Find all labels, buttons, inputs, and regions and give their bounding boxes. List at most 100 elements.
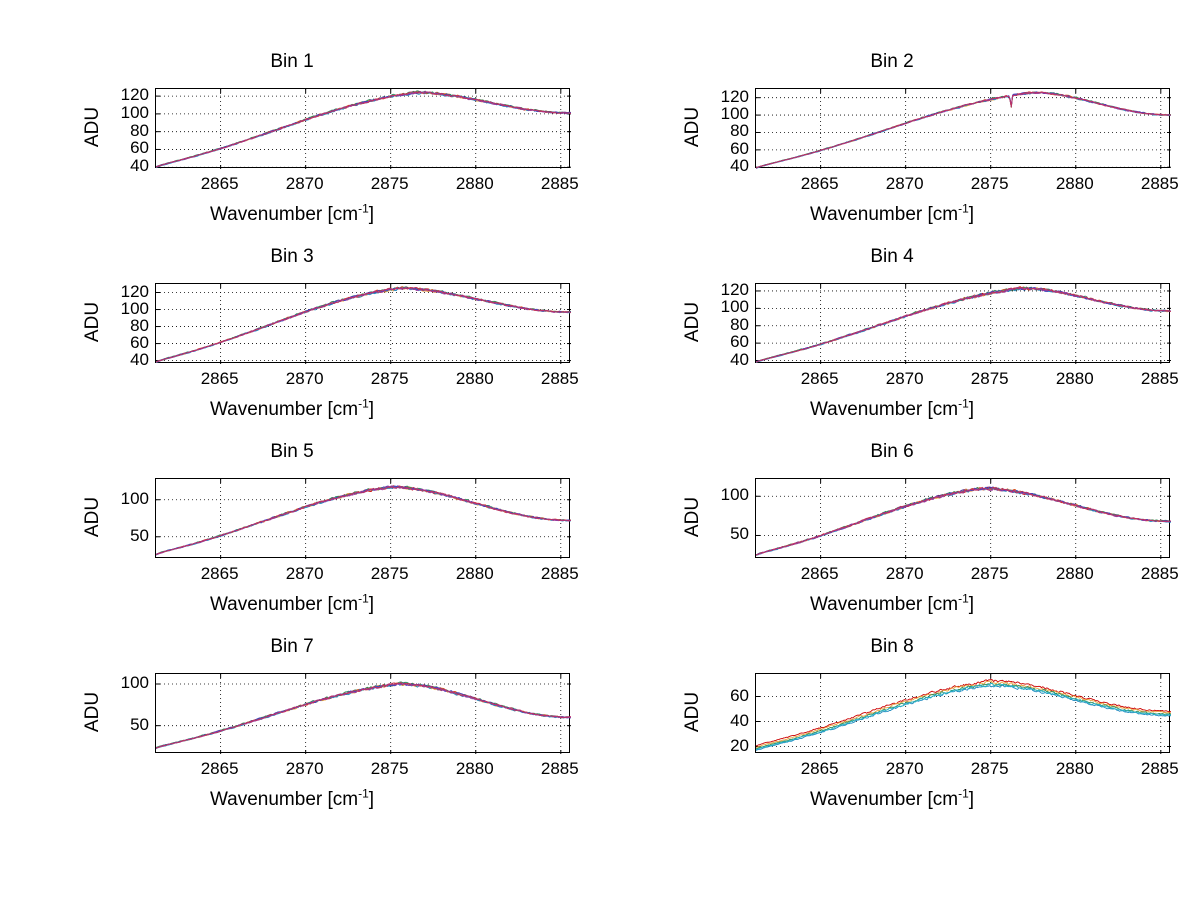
x-tick-label: 2885 xyxy=(1140,174,1179,193)
x-tick-label: 2875 xyxy=(370,564,409,583)
data-series-line xyxy=(756,680,1171,749)
data-series-line xyxy=(756,91,1171,169)
data-series-line xyxy=(156,683,571,749)
subplot-title: Bin 8 xyxy=(870,636,914,657)
plot-area xyxy=(755,283,1171,364)
plot-graphics xyxy=(156,89,571,169)
x-tick-label: 2865 xyxy=(800,174,839,193)
x-tick-label: 2885 xyxy=(540,564,579,583)
data-series-line xyxy=(756,678,1171,747)
subplot-title: Bin 4 xyxy=(870,246,914,267)
data-series-line xyxy=(756,91,1171,169)
x-tick-label: 2875 xyxy=(370,759,409,778)
data-series-line xyxy=(756,487,1171,556)
x-tick-label: 2870 xyxy=(885,759,924,778)
x-tick-label: 2865 xyxy=(200,369,239,388)
x-axis-label-bracket: ] xyxy=(968,204,975,225)
y-tick-label: 80 xyxy=(730,121,749,141)
x-tick-label: 2870 xyxy=(285,369,324,388)
subplot-bin-8: Bin 8 ADU 20 40 60 2865 2870 2875 2880 2885 Wavenu… xyxy=(622,635,1179,835)
x-tick-label: 2870 xyxy=(885,174,924,193)
data-series-line xyxy=(756,486,1171,556)
x-axis-label-bracket: ] xyxy=(968,789,975,810)
x-axis-label-text: Wavenumber [cm xyxy=(209,399,359,420)
x-tick-label: 2880 xyxy=(1055,369,1094,388)
y-tick-label: 120 xyxy=(120,85,149,105)
x-axis-label-bracket: ] xyxy=(368,204,375,225)
x-tick-label: 2865 xyxy=(800,759,839,778)
data-series-line xyxy=(756,286,1171,363)
data-series-line xyxy=(156,681,571,748)
x-axis-label: Wavenumber [cm-1] xyxy=(22,201,562,226)
data-series-line xyxy=(756,486,1171,556)
y-tick-label: 60 xyxy=(130,332,149,352)
data-series-line xyxy=(756,486,1171,556)
data-series-line xyxy=(756,684,1171,751)
x-tick-label: 2880 xyxy=(1055,564,1094,583)
x-axis-label-exponent: -1 xyxy=(358,396,369,411)
x-tick-label: 2880 xyxy=(455,759,494,778)
x-tick-label: 2870 xyxy=(285,174,324,193)
x-axis-label-bracket: ] xyxy=(368,399,375,420)
y-tick-label: 40 xyxy=(730,156,749,176)
y-tick-label: 120 xyxy=(720,86,749,106)
y-tick-label: 80 xyxy=(730,314,749,334)
x-axis-label-exponent: -1 xyxy=(358,201,369,216)
data-series-line xyxy=(156,286,571,363)
x-tick-label: 2875 xyxy=(970,759,1009,778)
data-series-line xyxy=(156,286,571,363)
data-series-line xyxy=(156,287,571,364)
x-tick-label: 2880 xyxy=(455,564,494,583)
data-series-line xyxy=(156,91,571,168)
x-axis-label-text: Wavenumber [cm xyxy=(809,399,959,420)
y-tick-label: 40 xyxy=(730,349,749,369)
x-tick-label: 2880 xyxy=(455,174,494,193)
x-tick-label: 2870 xyxy=(285,564,324,583)
subplot-bin-2: Bin 2 ADU 40 60 80 100 120 2865 2870 2875 2880 2885… xyxy=(622,50,1179,250)
y-tick-label: 20 xyxy=(730,735,749,755)
data-series-line xyxy=(156,287,571,363)
x-axis-label-exponent: -1 xyxy=(358,591,369,606)
data-series-line xyxy=(156,286,571,363)
x-axis-label: Wavenumber [cm-1] xyxy=(622,396,1162,421)
plot-area xyxy=(155,478,571,559)
y-axis-label: ADU xyxy=(82,496,103,538)
y-tick-label: 50 xyxy=(130,525,149,545)
subplot-bin-3: Bin 3 ADU 40 60 80 100 120 2865 2870 2875 2880 2885… xyxy=(22,245,579,445)
data-series-line xyxy=(156,682,571,749)
y-tick-label: 60 xyxy=(730,138,749,158)
x-axis-label-exponent: -1 xyxy=(958,201,969,216)
y-tick-label: 50 xyxy=(130,714,149,734)
x-axis-label-text: Wavenumber [cm xyxy=(809,789,959,810)
data-series-line xyxy=(156,486,571,556)
y-tick-label: 40 xyxy=(130,349,149,369)
data-series-line xyxy=(756,487,1171,556)
x-tick-label: 2865 xyxy=(200,759,239,778)
x-tick-label: 2885 xyxy=(1140,369,1179,388)
x-tick-label: 2880 xyxy=(455,369,494,388)
plot-graphics xyxy=(756,674,1171,754)
plot-graphics xyxy=(756,284,1171,364)
data-series-line xyxy=(156,682,571,749)
y-tick-label: 80 xyxy=(130,315,149,335)
x-tick-label: 2885 xyxy=(540,759,579,778)
x-tick-label: 2875 xyxy=(970,174,1009,193)
data-series-line xyxy=(756,487,1171,556)
x-axis-label-exponent: -1 xyxy=(958,396,969,411)
plot-area xyxy=(755,478,1171,559)
data-series-line xyxy=(756,91,1171,169)
x-axis-label: Wavenumber [cm-1] xyxy=(22,591,562,616)
x-tick-label: 2885 xyxy=(540,174,579,193)
data-series-line xyxy=(156,91,571,168)
subplot-bin-1: Bin 1 ADU 40 60 80 100 120 2865 2870 2875 2880 2885… xyxy=(22,50,579,250)
subplot-title: Bin 7 xyxy=(270,636,314,657)
x-tick-label: 2875 xyxy=(370,174,409,193)
plot-area xyxy=(155,673,571,754)
x-axis-label-exponent: -1 xyxy=(958,786,969,801)
data-series-line xyxy=(156,683,571,749)
y-tick-label: 60 xyxy=(730,685,749,705)
data-series-line xyxy=(156,682,571,749)
x-axis-label-bracket: ] xyxy=(368,789,375,810)
plot-graphics xyxy=(756,89,1171,169)
plot-graphics xyxy=(156,284,571,364)
